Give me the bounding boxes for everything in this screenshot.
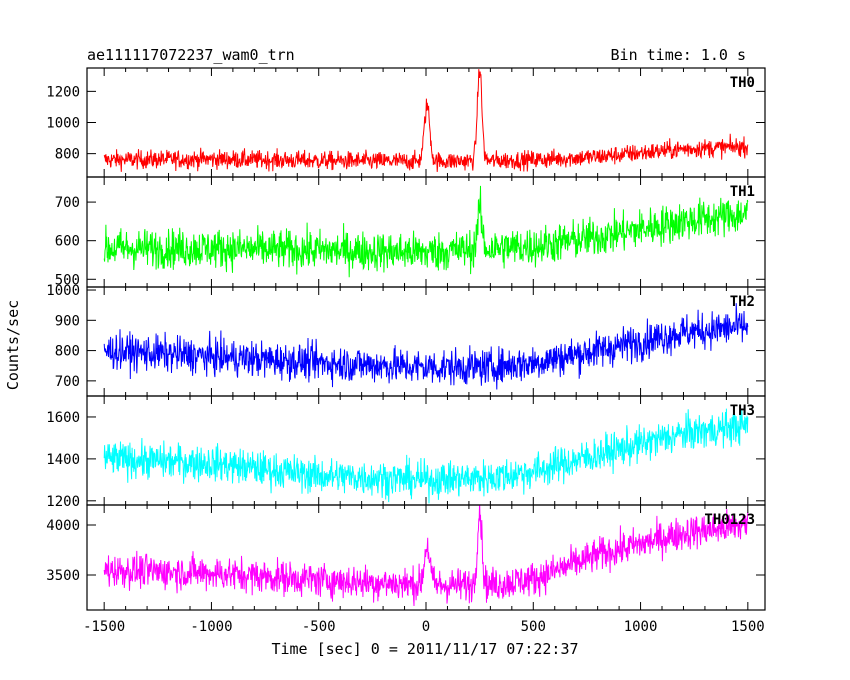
y-axis-label: Counts/sec: [4, 300, 22, 390]
x-tick-label: -1000: [190, 619, 232, 635]
series-line-th3: [103, 406, 749, 504]
panel-frame: [86, 504, 766, 611]
panel-label-th2: TH2: [730, 294, 755, 310]
y-tick-label: 4000: [46, 518, 80, 534]
bin-time-label: Bin time: 1.0 s: [611, 46, 746, 64]
series-line-th2: [103, 303, 749, 390]
panel-label-th0: TH0: [730, 75, 755, 91]
x-tick-label: 1500: [731, 619, 765, 635]
y-tick-label: 1200: [46, 494, 80, 510]
y-tick-label: 1400: [46, 452, 80, 468]
series-line-th1: [103, 185, 749, 278]
y-tick-label: 800: [55, 147, 80, 163]
panel-frame: [86, 395, 766, 506]
series-line-th0: [103, 69, 749, 172]
panel-frame: [86, 286, 766, 397]
series-line-th0123: [103, 505, 749, 607]
panel-label-th0123: TH0123: [704, 512, 755, 528]
x-tick-label: -1500: [83, 619, 125, 635]
y-tick-label: 3500: [46, 568, 80, 584]
y-tick-label: 600: [55, 234, 80, 250]
panel-label-th1: TH1: [730, 184, 755, 200]
y-tick-label: 700: [55, 374, 80, 390]
x-tick-label: -500: [302, 619, 336, 635]
y-tick-label: 1600: [46, 410, 80, 426]
y-tick-label: 1200: [46, 84, 80, 100]
x-axis-label: Time [sec] 0 = 2011/11/17 07:22:37: [271, 640, 578, 658]
y-tick-label: 1000: [46, 116, 80, 132]
y-tick-label: 1000: [46, 283, 80, 299]
x-tick-label: 500: [521, 619, 546, 635]
x-tick-label: 1000: [624, 619, 658, 635]
y-tick-label: 800: [55, 344, 80, 360]
y-tick-label: 900: [55, 313, 80, 329]
y-tick-label: 700: [55, 195, 80, 211]
panel-label-th3: TH3: [730, 403, 755, 419]
x-tick-label: 0: [422, 619, 430, 635]
y-tick-label: 500: [55, 272, 80, 288]
chart-title: ae111117072237_wam0_trn: [87, 46, 295, 64]
